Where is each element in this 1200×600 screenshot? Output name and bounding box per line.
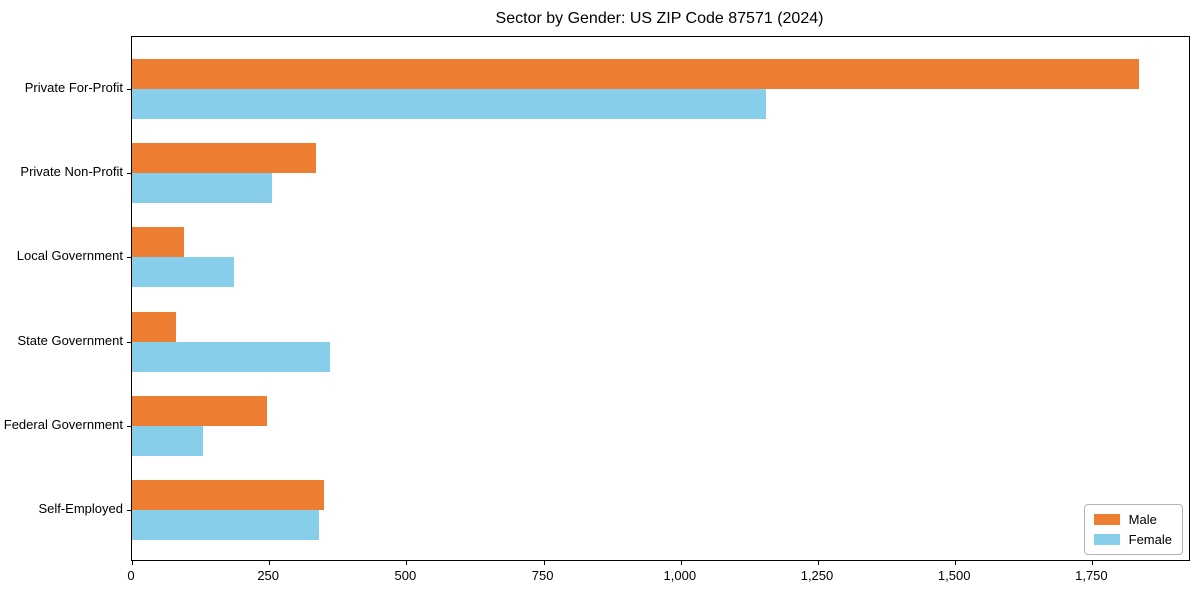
legend-label-male: Male — [1128, 512, 1157, 527]
x-axis-tick-label: 0 — [127, 568, 135, 583]
male-bar-3 — [132, 311, 176, 342]
x-axis-tick-label: 500 — [394, 568, 417, 583]
x-tick-mark — [1092, 561, 1094, 565]
x-tick-mark — [132, 561, 133, 565]
y-tick-mark — [127, 425, 131, 427]
y-axis-label: Local Government — [16, 248, 123, 264]
x-tick-mark — [269, 561, 271, 565]
x-tick-mark — [955, 561, 957, 565]
x-axis-tick-label: 1,000 — [663, 568, 697, 583]
female-bar-5 — [132, 510, 319, 540]
male-bar-5 — [132, 480, 325, 510]
legend-item-male: Male — [1093, 512, 1172, 527]
legend-label-female: Female — [1128, 532, 1172, 547]
y-axis-label: Self-Employed — [38, 501, 123, 516]
plot-area — [127, 36, 1190, 565]
y-tick-mark — [127, 89, 131, 90]
y-axis-label: Private Non-Profit — [20, 164, 123, 180]
legend-swatch-female — [1093, 534, 1120, 545]
legend-item-female: Female — [1093, 532, 1172, 547]
legend-swatch-male — [1093, 514, 1120, 525]
male-bar-0 — [132, 59, 1140, 89]
y-axis-label: State Government — [17, 332, 124, 348]
x-axis-tick-label: 750 — [531, 568, 554, 583]
male-bar-1 — [132, 143, 316, 174]
female-bar-4 — [132, 425, 204, 456]
female-bar-2 — [132, 257, 234, 288]
legend: Male Female — [1083, 504, 1183, 555]
female-bar-0 — [132, 89, 766, 119]
x-tick-mark — [680, 561, 682, 565]
y-axis-label: Private For-Profit — [24, 80, 123, 95]
x-axis-tick-label: 1,750 — [1075, 568, 1108, 583]
female-bar-1 — [132, 173, 272, 204]
x-tick-mark — [406, 561, 408, 565]
male-bar-2 — [132, 227, 185, 258]
y-tick-mark — [127, 510, 131, 511]
y-tick-mark — [127, 341, 131, 343]
x-axis-tick-label: 1,250 — [800, 568, 834, 583]
female-bar-3 — [132, 341, 330, 372]
x-tick-mark — [818, 561, 819, 565]
x-axis-tick-label: 1,500 — [937, 568, 971, 583]
x-axis-tick-label: 250 — [257, 568, 280, 583]
y-tick-mark — [127, 257, 131, 259]
y-axis-label: Federal Government — [3, 416, 123, 432]
chart-title: Sector by Gender: US ZIP Code 87571 (202… — [495, 10, 824, 27]
male-bar-4 — [132, 395, 267, 426]
x-tick-mark — [543, 561, 545, 565]
y-tick-mark — [127, 173, 131, 175]
